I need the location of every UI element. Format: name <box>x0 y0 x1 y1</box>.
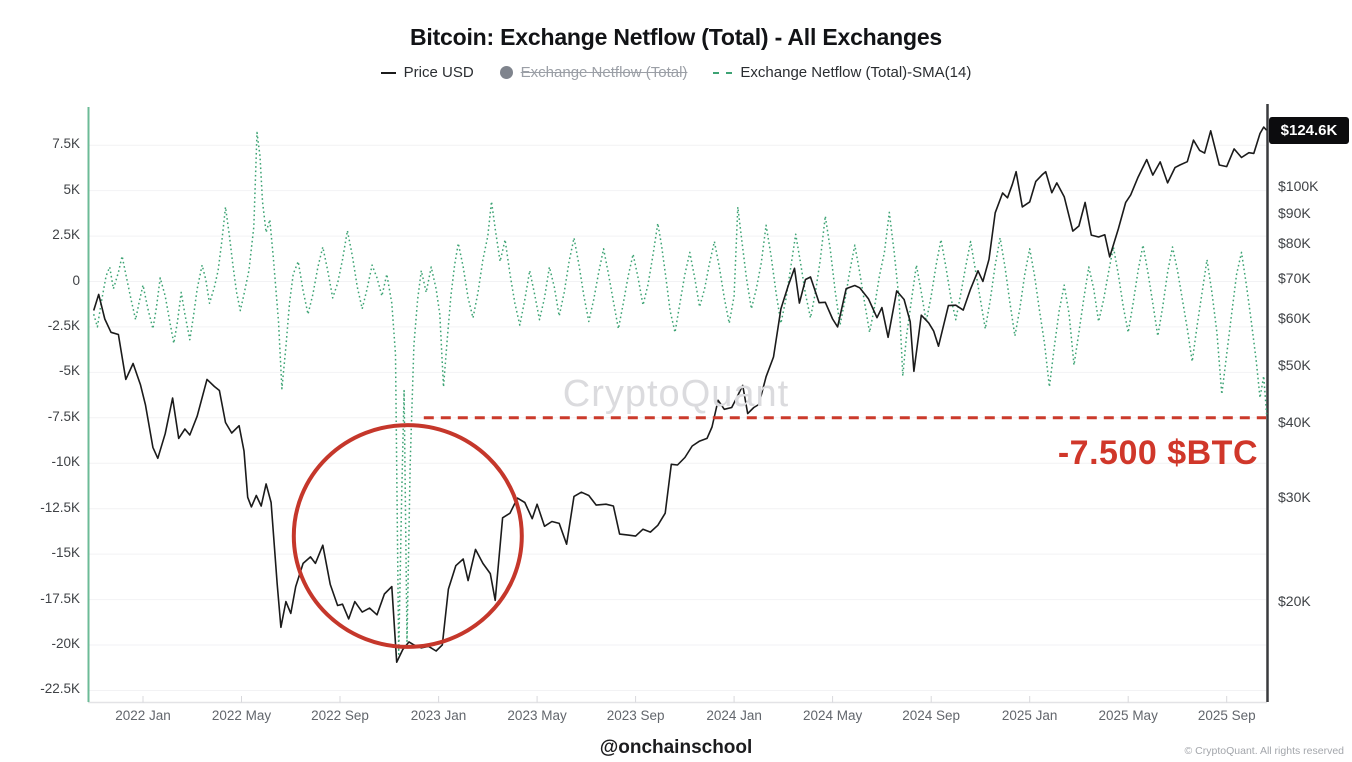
x-axis-tick-label: 2023 Jan <box>410 708 467 723</box>
legend-item-netflow[interactable]: Exchange Netflow (Total) <box>499 64 688 81</box>
y-axis-left-tick-label: -10K <box>51 454 80 470</box>
page-title: Bitcoin: Exchange Netflow (Total) - All … <box>409 24 943 50</box>
x-axis-tick-label: 2022 May <box>211 708 272 723</box>
legend-label: Exchange Netflow (Total) <box>520 64 688 81</box>
y-axis-left-tick-label: -20K <box>51 636 80 652</box>
author-handle: @onchainschool <box>599 737 753 758</box>
legend-label: Exchange Netflow (Total)-SMA(14) <box>740 64 972 81</box>
copyright-text: © CryptoQuant. All rights reserved <box>1184 745 1344 757</box>
x-axis-tick-label: 2023 May <box>507 708 567 723</box>
legend-item-netflow-sma[interactable]: Exchange Netflow (Total)-SMA(14) <box>713 64 971 81</box>
y-axis-left-tick-label: 0 <box>72 272 80 288</box>
y-axis-right-tick-label: $30K <box>1278 488 1311 505</box>
sma-dash-swatch-icon <box>713 71 733 74</box>
y-axis-left-tick-label: -2.5K <box>47 317 80 333</box>
y-axis-right-tick-label: $60K <box>1278 309 1311 326</box>
y-axis-left-tick-label: -22.5K <box>40 681 80 697</box>
x-axis-tick-label: 2024 Jan <box>706 708 762 723</box>
price-line-swatch-icon <box>380 71 396 74</box>
legend: Price USD Exchange Netflow (Total) Excha… <box>0 64 1352 81</box>
y-axis-left-tick-label: 7.5K <box>52 136 80 152</box>
y-axis-right-tick-label: $90K <box>1278 204 1311 221</box>
x-axis-tick-label: 2025 Jan <box>1001 708 1058 723</box>
last-price-badge: $124.6K <box>1269 116 1349 144</box>
threshold-annotation-label: -7.500 $BTC <box>1057 434 1258 472</box>
y-axis-left-tick-label: -5K <box>58 363 80 379</box>
y-axis-left-tick-label: -17.5K <box>40 590 80 606</box>
y-axis-left-tick-label: 5K <box>63 181 80 197</box>
x-axis-tick-label: 2025 Sep <box>1197 708 1256 723</box>
y-axis-right-tick-label: $20K <box>1278 593 1311 610</box>
y-axis-left-tick-label: 2.5K <box>52 227 80 243</box>
netflow-circle-swatch-icon <box>499 66 513 79</box>
y-axis-left-tick-label: -12.5K <box>40 499 80 515</box>
x-axis-tick-label: 2022 Jan <box>115 708 171 723</box>
y-axis-right-tick-label: $80K <box>1278 235 1311 252</box>
legend-item-price[interactable]: Price USD <box>380 64 474 81</box>
x-axis-tick-label: 2022 Sep <box>311 708 369 723</box>
y-axis-right-tick-label: $70K <box>1278 269 1311 286</box>
x-axis-tick-label: 2025 May <box>1098 708 1158 723</box>
y-axis-left-tick-label: -7.5K <box>47 408 80 424</box>
x-axis-tick-label: 2024 May <box>802 708 863 723</box>
y-axis-right-tick-label: $100K <box>1278 177 1319 194</box>
x-axis-tick-label: 2023 Sep <box>606 708 665 723</box>
y-axis-left-tick-label: -15K <box>51 545 80 561</box>
y-axis-right-tick-label: $40K <box>1278 414 1311 431</box>
legend-label: Price USD <box>403 64 474 81</box>
x-axis-tick-label: 2024 Sep <box>902 708 961 723</box>
y-axis-right-tick-label: $50K <box>1278 356 1311 373</box>
